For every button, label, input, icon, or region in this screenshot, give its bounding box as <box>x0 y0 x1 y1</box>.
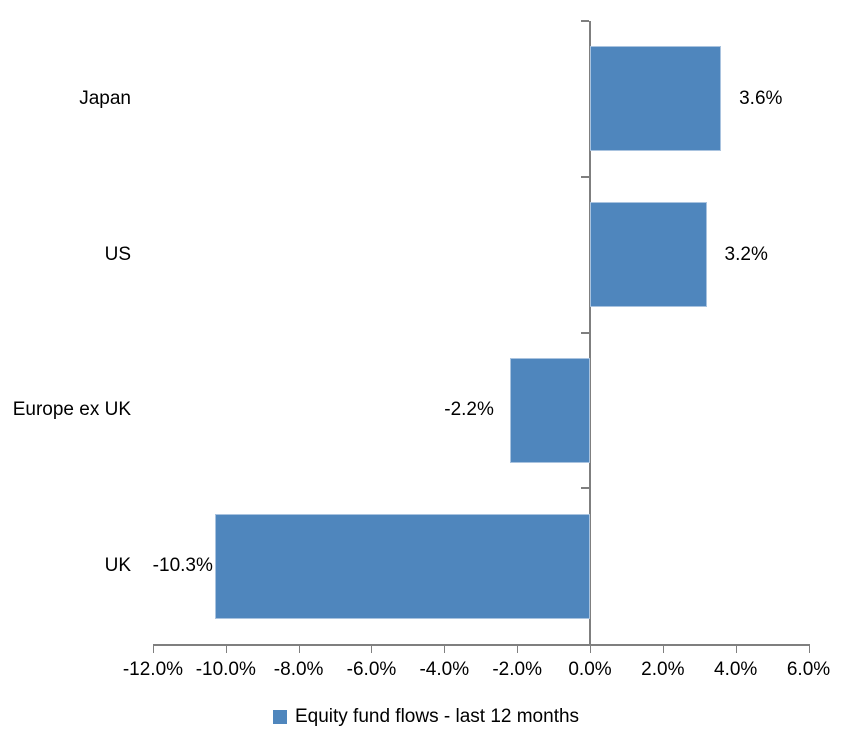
value-axis-tick <box>517 644 519 653</box>
category-boundary-tick <box>581 331 589 334</box>
value-axis-tick <box>298 644 300 653</box>
value-axis-line <box>152 644 809 646</box>
value-axis-tick-label: 6.0% <box>786 659 831 680</box>
bar-us <box>590 202 707 308</box>
value-axis-tick <box>735 644 737 653</box>
value-axis-tick <box>371 644 373 653</box>
legend: Equity fund flows - last 12 months <box>0 705 852 729</box>
value-axis-tick-label: 4.0% <box>714 659 758 680</box>
legend-label: Equity fund flows - last 12 months <box>294 706 580 727</box>
data-label-uk: -10.3% <box>152 555 213 577</box>
data-label-europe-ex-uk: -2.2% <box>444 399 494 421</box>
value-axis-tick <box>152 644 154 653</box>
value-axis-tick <box>808 644 810 653</box>
category-boundary-tick <box>581 487 589 490</box>
value-axis-tick-label: -10.0% <box>195 659 256 680</box>
legend-swatch <box>272 710 287 724</box>
value-axis-tick-label: 2.0% <box>641 659 685 680</box>
value-axis-tick-label: -12.0% <box>122 659 184 680</box>
value-axis-tick-label: -8.0% <box>273 659 324 680</box>
category-boundary-tick <box>581 20 589 22</box>
category-label-uk: UK <box>104 555 131 577</box>
value-axis-tick-label: -4.0% <box>419 659 470 680</box>
value-axis-tick-label: -2.0% <box>492 659 542 680</box>
bar-uk <box>214 513 590 619</box>
data-label-japan: 3.6% <box>739 87 783 109</box>
category-label-japan: Japan <box>79 87 131 109</box>
category-boundary-tick <box>581 175 589 178</box>
category-axis-line <box>589 21 591 646</box>
bar-japan <box>590 46 722 152</box>
value-axis-tick <box>444 644 446 653</box>
bar-europe-ex-uk <box>509 357 590 463</box>
value-axis-tick <box>590 644 591 653</box>
category-label-us: US <box>104 243 131 265</box>
value-axis-tick <box>662 644 664 653</box>
category-label-europe-ex-uk: Europe ex UK <box>12 399 131 421</box>
value-axis-tick-label: 0.0% <box>568 659 612 680</box>
value-axis-tick-label: -6.0% <box>346 659 397 680</box>
value-axis-tick <box>225 644 227 653</box>
data-label-us: 3.2% <box>724 243 768 265</box>
